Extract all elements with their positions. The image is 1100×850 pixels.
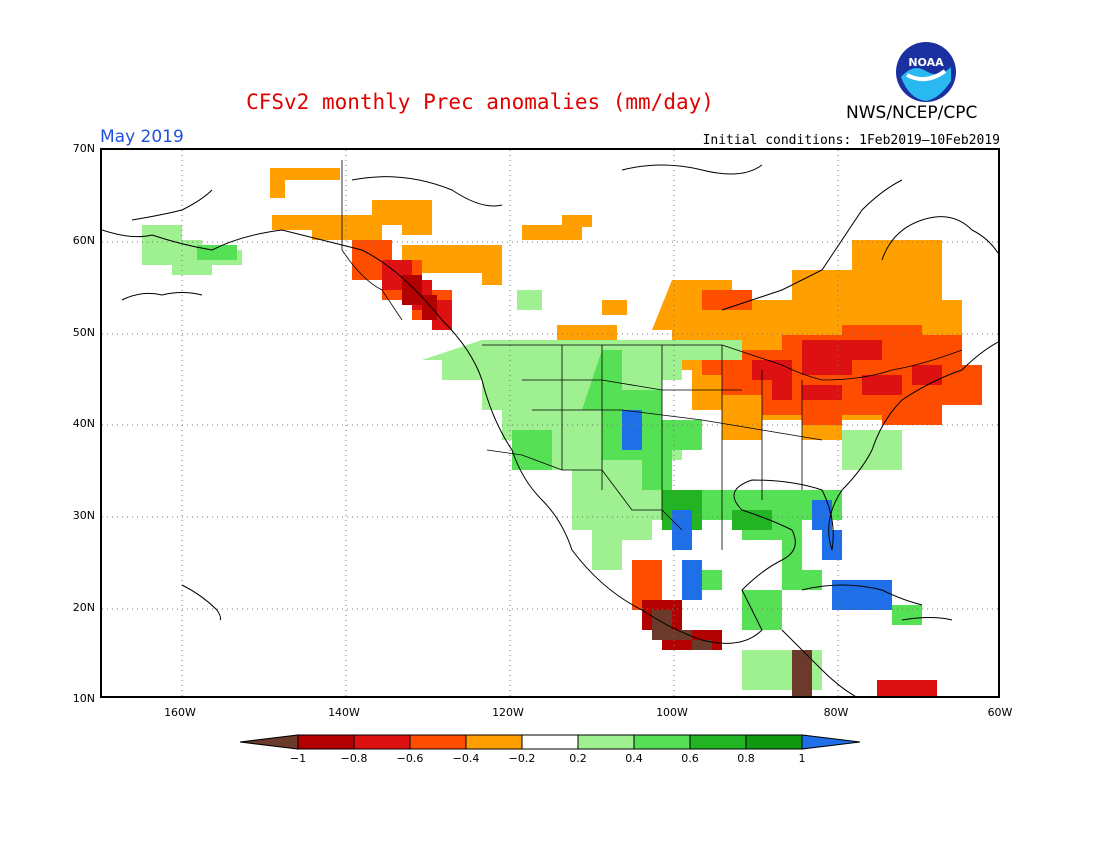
initial-conditions: Initial conditions: 1Feb2019–10Feb2019 bbox=[702, 133, 1000, 148]
svg-text:NOAA: NOAA bbox=[908, 56, 944, 69]
lat-label-10: 10N bbox=[72, 692, 95, 705]
colorbar-bin bbox=[689, 734, 747, 750]
lat-label-70: 70N bbox=[72, 142, 95, 155]
colorbar-bin bbox=[297, 734, 355, 750]
lat-label-50: 50N bbox=[72, 326, 95, 339]
political-borders bbox=[341, 160, 963, 550]
colorbar-bin bbox=[465, 734, 523, 750]
colorbar-label: 0.4 bbox=[625, 752, 643, 765]
colorbar-label: −0.2 bbox=[508, 752, 536, 765]
lat-label-40: 40N bbox=[72, 417, 95, 430]
lon-label-60w: 60W bbox=[987, 706, 1013, 719]
chart-title: CFSv2 monthly Prec anomalies (mm/day) bbox=[246, 90, 714, 114]
lat-label-60: 60N bbox=[72, 234, 95, 247]
lon-label-80w: 80W bbox=[823, 706, 849, 719]
colorbar-bin bbox=[745, 734, 803, 750]
coastlines bbox=[102, 164, 998, 696]
colorbar-label: 0.6 bbox=[681, 752, 699, 765]
colorbar-bin bbox=[353, 734, 411, 750]
lat-label-30: 30N bbox=[72, 509, 95, 522]
agency-label: NWS/NCEP/CPC bbox=[846, 103, 978, 123]
lon-label-140w: 140W bbox=[328, 706, 360, 719]
forecast-month: May 2019 bbox=[100, 127, 184, 147]
colorbar-label: −1 bbox=[289, 752, 307, 765]
colorbar-bin bbox=[633, 734, 691, 750]
colorbar-label: 1 bbox=[798, 752, 806, 765]
anomaly-map bbox=[100, 148, 1000, 698]
colorbar-label: −0.8 bbox=[340, 752, 368, 765]
lon-label-100w: 100W bbox=[656, 706, 688, 719]
lon-label-120w: 120W bbox=[492, 706, 524, 719]
colorbar-max-arrow bbox=[801, 734, 860, 750]
colorbar-label: −0.6 bbox=[396, 752, 424, 765]
graticule bbox=[102, 150, 998, 696]
lon-label-160w: 160W bbox=[164, 706, 196, 719]
colorbar-label: −0.4 bbox=[452, 752, 480, 765]
noaa-logo: NOAA bbox=[896, 42, 956, 102]
colorbar-bin bbox=[521, 734, 579, 750]
colorbar bbox=[240, 734, 860, 750]
colorbar-bin bbox=[577, 734, 635, 750]
colorbar-label: 0.2 bbox=[569, 752, 587, 765]
colorbar-bin bbox=[409, 734, 467, 750]
colorbar-min-arrow bbox=[240, 734, 299, 750]
lat-label-20: 20N bbox=[72, 601, 95, 614]
colorbar-label: 0.8 bbox=[737, 752, 755, 765]
